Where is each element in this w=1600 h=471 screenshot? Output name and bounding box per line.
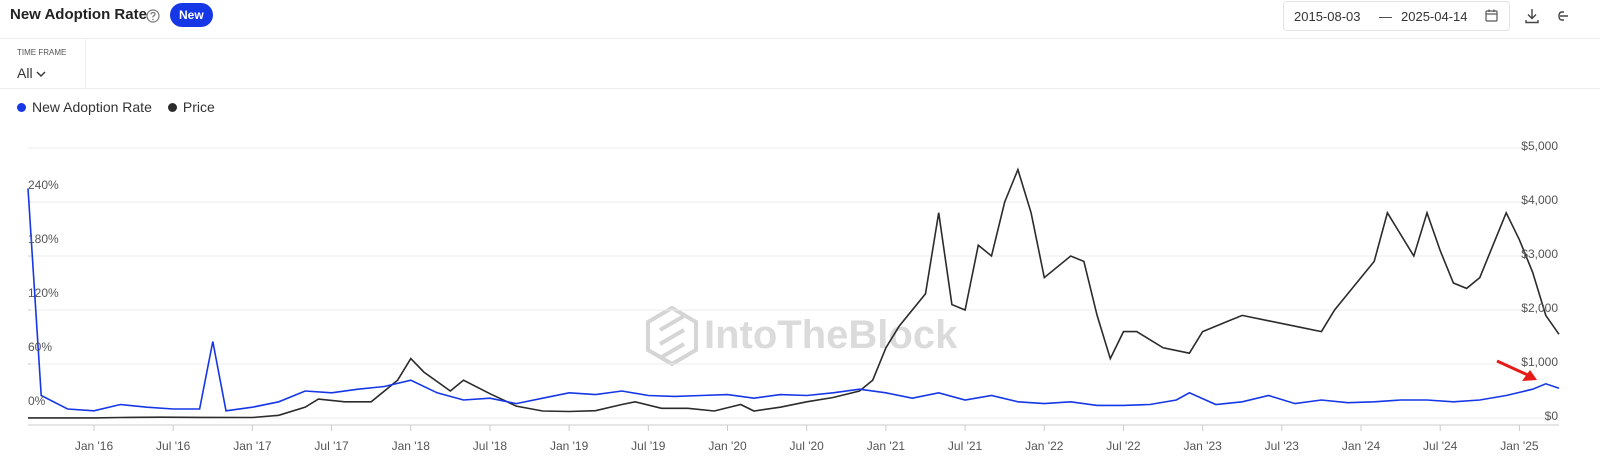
y2-tick-label: $4,000: [1521, 193, 1558, 207]
x-tick-label: Jan '23: [1183, 439, 1222, 453]
x-tick-label: Jul '18: [473, 439, 508, 453]
share-icon[interactable]: [1558, 8, 1600, 24]
y-tick-label: 60%: [28, 340, 52, 354]
x-tick-label: Jul '20: [790, 439, 825, 453]
x-tick-label: Jan '16: [75, 439, 114, 453]
chevron: [36, 71, 46, 77]
legend: New Adoption Rate Price: [17, 99, 215, 115]
calendar-icon: [1485, 9, 1498, 22]
legend-label: New Adoption Rate: [32, 99, 152, 115]
date-separator: —: [1379, 9, 1392, 24]
x-tick-label: Jan '22: [1025, 439, 1064, 453]
series-line: [27, 188, 1560, 412]
x-tick-label: Jan '25: [1500, 439, 1539, 453]
x-tick-label: Jan '24: [1342, 439, 1381, 453]
x-tick-label: Jul '19: [631, 439, 666, 453]
x-tick-label: Jul '17: [314, 439, 349, 453]
x-tick-label: Jan '21: [867, 439, 906, 453]
timeframe-value[interactable]: All: [17, 65, 46, 81]
x-tick-label: Jul '16: [156, 439, 191, 453]
legend-label: Price: [182, 99, 215, 115]
timeframe-text: All: [17, 65, 33, 81]
annotation-arrowhead: [1522, 370, 1537, 381]
legend-item[interactable]: Price: [167, 99, 215, 115]
badge: New: [170, 3, 213, 27]
x-tick-label: Jul '24: [1423, 439, 1458, 453]
divider: [85, 39, 86, 88]
x-tick-label: Jan '17: [233, 439, 272, 453]
y-tick-label: 120%: [28, 286, 59, 300]
y-tick-label: 240%: [28, 178, 59, 192]
y-tick-label: 180%: [28, 232, 59, 246]
y2-tick-label: $1,000: [1521, 355, 1558, 369]
x-tick-label: Jul '21: [948, 439, 983, 453]
x-tick-label: Jan '18: [392, 439, 431, 453]
x-tick-label: Jul '22: [1106, 439, 1141, 453]
legend-marker: [167, 102, 177, 112]
date-range[interactable]: 2015-08-03 — 2025-04-14: [1283, 1, 1510, 31]
divider: [0, 38, 1600, 39]
watermark: IntoTheBlock: [646, 305, 958, 367]
y2-tick-label: $0: [1545, 409, 1559, 423]
download-icon[interactable]: [1524, 8, 1540, 24]
x-tick-label: Jan '20: [708, 439, 747, 453]
title: New Adoption Rate: [10, 6, 147, 23]
watermark-text: IntoTheBlock: [704, 313, 958, 357]
y2-tick-label: $2,000: [1521, 301, 1558, 315]
y-tick-label: 0%: [28, 394, 46, 408]
date-start: 2015-08-03: [1294, 9, 1361, 24]
annotation-arrow: [1496, 359, 1531, 378]
y2-tick-label: $3,000: [1521, 247, 1558, 261]
x-tick-label: Jan '19: [550, 439, 589, 453]
date-end: 2025-04-14: [1401, 9, 1468, 24]
y2-tick-label: $5,000: [1521, 139, 1558, 153]
legend-item[interactable]: New Adoption Rate: [17, 99, 152, 115]
series-line: [28, 167, 1560, 419]
legend-marker: [17, 102, 26, 112]
timeframe-label: TIME FRAME: [17, 48, 67, 57]
divider: [0, 88, 1600, 89]
info-icon[interactable]: [146, 9, 160, 23]
x-tick-label: Jul '23: [1265, 439, 1300, 453]
